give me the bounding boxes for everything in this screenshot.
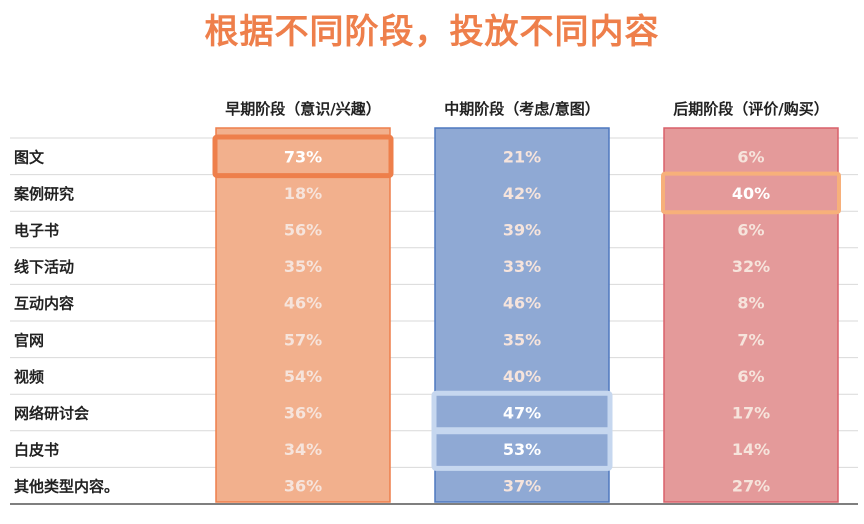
highlight-box (661, 171, 841, 215)
value-label: 6% (737, 221, 764, 240)
row-label: 线下活动 (14, 258, 74, 276)
value-label: 17% (732, 404, 770, 423)
value-label: 21% (503, 147, 541, 166)
column-header: 早期阶段（意识/兴趣） (225, 100, 380, 118)
row-label: 图文 (14, 148, 45, 166)
early-stage-column (215, 127, 391, 503)
value-label: 46% (503, 294, 541, 313)
value-label: 35% (284, 257, 322, 276)
value-label: 14% (732, 440, 770, 459)
row-label: 官网 (14, 331, 44, 349)
page-title: 根据不同阶段，投放不同内容 (204, 12, 660, 52)
row-label: 网络研讨会 (14, 405, 89, 423)
value-label: 27% (732, 477, 770, 496)
late-stage-column (663, 127, 839, 503)
value-label: 36% (284, 477, 322, 496)
row-label: 电子书 (14, 222, 59, 240)
value-label: 33% (503, 257, 541, 276)
value-label: 53% (503, 440, 541, 459)
value-label: 18% (284, 184, 322, 203)
row-label: 互动内容 (14, 295, 74, 313)
value-label: 57% (284, 330, 322, 349)
value-label: 47% (503, 404, 541, 423)
value-label: 35% (503, 330, 541, 349)
value-label: 7% (737, 330, 764, 349)
value-label: 32% (732, 257, 770, 276)
highlight-box (431, 427, 613, 471)
column-header: 中期阶段（考虑/意图） (444, 100, 599, 118)
value-label: 36% (284, 404, 322, 423)
value-label: 73% (284, 147, 322, 166)
value-label: 56% (284, 221, 322, 240)
row-label: 视频 (14, 368, 44, 386)
value-label: 54% (284, 367, 322, 386)
row-label: 案例研究 (13, 185, 74, 203)
row-label: 其他类型内容。 (14, 478, 119, 496)
value-label: 42% (503, 184, 541, 203)
value-label: 46% (284, 294, 322, 313)
value-label: 37% (503, 477, 541, 496)
row-label: 白皮书 (14, 441, 59, 459)
highlight-box (212, 134, 394, 179)
value-label: 6% (737, 367, 764, 386)
column-header: 后期阶段（评价/购买） (673, 100, 828, 118)
value-label: 40% (503, 367, 541, 386)
value-label: 34% (284, 440, 322, 459)
value-label: 6% (737, 147, 764, 166)
value-label: 40% (732, 184, 770, 203)
mid-stage-column (434, 127, 610, 503)
value-label: 8% (737, 294, 764, 313)
value-label: 39% (503, 221, 541, 240)
